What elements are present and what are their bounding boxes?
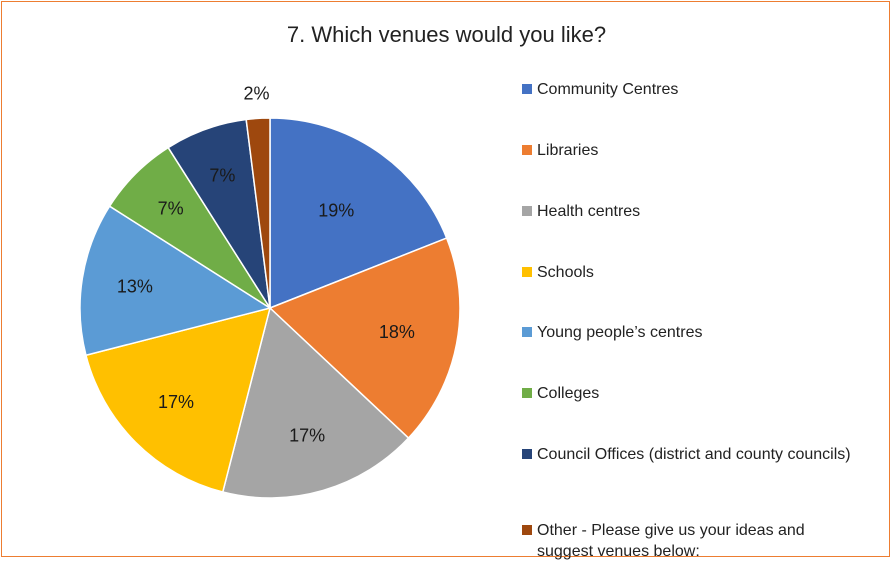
slice-data-label: 13% <box>117 277 153 297</box>
legend-swatch <box>522 327 532 337</box>
slice-data-label: 18% <box>379 322 415 342</box>
pie-slice <box>221 306 410 499</box>
pie-slice <box>85 306 272 493</box>
legend-item: Schools <box>522 262 862 283</box>
legend-swatch <box>522 145 532 155</box>
slice-data-label: 19% <box>318 201 354 221</box>
legend-item: Council Offices (district and county cou… <box>522 444 862 465</box>
chart-title: 7. Which venues would you like? <box>286 22 607 47</box>
pie-slice <box>269 117 448 310</box>
legend-label: Colleges <box>537 385 600 402</box>
legend-swatch <box>522 449 532 459</box>
legend-label: Community Centres <box>537 81 679 98</box>
pie-slice <box>79 205 272 357</box>
legend-swatch <box>522 84 532 94</box>
legend-label: Council Offices (district and county cou… <box>537 446 851 463</box>
legend-label: Health centres <box>537 203 641 220</box>
legend-label: Schools <box>537 264 594 281</box>
legend-item: Health centres <box>522 201 862 222</box>
legend-label: Libraries <box>537 142 599 159</box>
legend-item: Colleges <box>522 383 862 404</box>
legend-item: Other - Please give us your ideas and su… <box>522 520 862 562</box>
slice-data-label: 7% <box>158 199 184 219</box>
legend-item: Young people’s centres <box>522 322 862 343</box>
legend-swatch <box>522 388 532 398</box>
legend-item: Community Centres <box>522 79 862 100</box>
legend-swatch <box>522 525 532 535</box>
pie-slice <box>268 237 461 440</box>
legend-item: Libraries <box>522 140 862 161</box>
legend-swatch <box>522 267 532 277</box>
legend-swatch <box>522 206 532 216</box>
legend-label: Other - Please give us your ideas and su… <box>537 522 805 560</box>
legend-label: Young people’s centres <box>537 324 703 341</box>
slice-data-label: 7% <box>209 166 235 186</box>
slice-data-label: 2% <box>244 84 270 104</box>
slice-data-label: 17% <box>158 392 194 412</box>
slice-data-label: 17% <box>289 426 325 446</box>
pie-slice <box>245 117 271 309</box>
